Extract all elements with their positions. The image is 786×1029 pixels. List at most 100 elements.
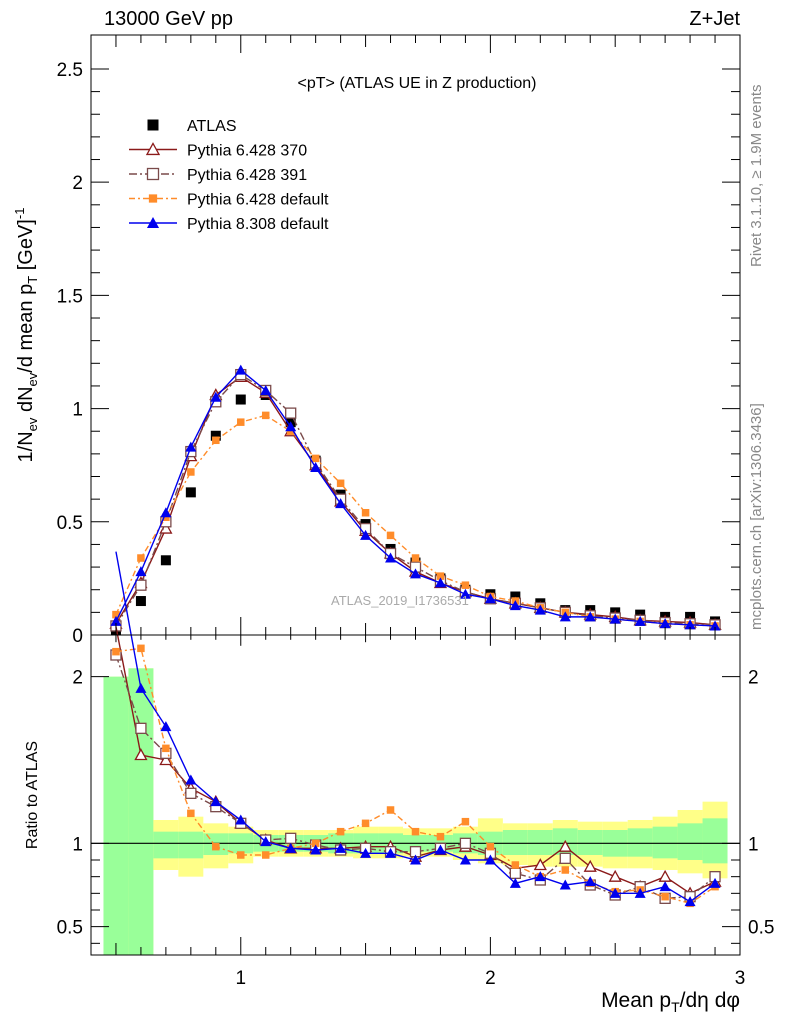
ratio-point: [311, 839, 320, 848]
data-point: [386, 531, 395, 540]
legend-marker: [146, 167, 160, 181]
y-tick-label: 1.5: [57, 286, 83, 307]
ratio-point: [187, 809, 195, 818]
ratio-point: [609, 887, 621, 898]
ratio-point: [185, 787, 197, 799]
y-axis-title-ratio: Ratio to ATLAS: [24, 741, 41, 849]
ratio-point: [434, 844, 446, 855]
ratio-point: [509, 877, 521, 888]
plot-title: <pT> (ATLAS UE in Z production): [298, 75, 537, 92]
legend-label: Pythia 6.428 391: [187, 167, 307, 184]
ratio-point: [112, 647, 120, 656]
data-point: [285, 407, 297, 419]
data-point: [484, 593, 496, 604]
legend-entry-0: ATLAS: [147, 118, 237, 135]
ratio-point: [584, 876, 596, 887]
y-tick-label: 2.5: [57, 60, 83, 81]
ratio-point: [484, 854, 496, 865]
data-point: [311, 454, 320, 463]
band-inner: [527, 830, 553, 855]
ratio-point: [261, 851, 270, 859]
band-inner: [702, 818, 728, 864]
data-point: [609, 613, 621, 624]
data-point: [361, 508, 370, 517]
axes: 1 2 3 0 0.5 1 1.5 2 2.5 0.5 0.5 1 1 2 2: [57, 35, 774, 989]
data-point: [410, 568, 421, 579]
ratio-point: [486, 842, 495, 851]
energy-label: 13000 GeV pp: [104, 8, 233, 30]
ratio-y-tick-label-right: 1: [748, 834, 759, 855]
data-point: [436, 572, 445, 580]
data-point: [212, 436, 220, 445]
ratio-point: [583, 859, 597, 872]
ratio-point: [509, 867, 521, 879]
band-inner: [128, 668, 154, 955]
legend-entry-4: Pythia 8.308 default: [129, 216, 329, 233]
ratio-point: [162, 744, 170, 753]
rivet-label: Rivet 3.1.10, ≥ 1.9M events: [748, 85, 765, 268]
ratio-point: [411, 827, 420, 836]
y-tick-label: 0: [72, 626, 83, 647]
ratio-y-tick-label-right: 0.5: [748, 918, 774, 939]
legend-marker: [146, 216, 160, 228]
series-line: [115, 369, 716, 627]
ratio-point: [659, 881, 671, 892]
ratio-point: [285, 842, 297, 853]
ratio-y-tick-label: 1: [72, 834, 83, 855]
x-tick-label: 2: [485, 968, 496, 989]
data-point: [235, 394, 246, 405]
ratio-point: [684, 896, 696, 907]
ratio-point: [336, 827, 345, 836]
ratio-point: [310, 844, 322, 855]
data-point: [411, 554, 420, 562]
series-line: [115, 376, 716, 626]
ratio-point: [459, 854, 471, 865]
y-axis-title-main: 1/Nev dNev/d mean pT [GeV]-1: [12, 208, 40, 463]
data-point: [110, 615, 122, 626]
ratio-point: [237, 851, 245, 859]
data-point: [285, 421, 297, 432]
band-inner: [577, 830, 603, 855]
ratio-series-4: [115, 551, 721, 907]
data-point: [459, 588, 471, 599]
data-point: [360, 529, 372, 540]
legend-marker: [147, 119, 159, 131]
data-point: [434, 577, 446, 588]
data-point: [659, 618, 671, 629]
data-point: [185, 441, 197, 452]
ratio-y-tick-label: 0.5: [57, 918, 83, 939]
ratio-point: [159, 753, 173, 766]
ratio-point: [212, 842, 220, 851]
ratio-point: [559, 852, 571, 864]
ratio-point: [608, 869, 622, 882]
ratio-panel: [91, 551, 740, 955]
data-point: [286, 427, 295, 435]
legend-marker: [148, 194, 158, 203]
legend-label: Pythia 6.428 default: [187, 192, 329, 209]
legend-label: Pythia 8.308 default: [187, 216, 329, 233]
data-point: [261, 411, 270, 420]
data-point: [684, 619, 696, 630]
ratio-point: [558, 839, 572, 852]
data-point: [237, 418, 245, 426]
ratio-point: [135, 722, 147, 734]
data-point: [534, 604, 546, 615]
data-point: [709, 620, 721, 631]
legend-label: ATLAS: [187, 118, 237, 135]
ratio-point: [185, 774, 197, 785]
data-point: [160, 555, 171, 566]
data-point: [335, 498, 347, 509]
legend-entry-3: Pythia 6.428 default: [129, 192, 329, 209]
x-tick-label: 1: [235, 968, 246, 989]
data-point: [461, 581, 470, 589]
series-1: [109, 370, 722, 630]
ratio-point: [134, 748, 148, 761]
band-inner: [627, 828, 653, 857]
band-inner: [677, 823, 703, 860]
ratio-point: [210, 796, 222, 807]
data-point: [112, 610, 120, 619]
band-inner: [178, 831, 204, 859]
data-point: [509, 600, 521, 611]
data-point: [135, 579, 147, 591]
ratio-point: [410, 854, 421, 865]
